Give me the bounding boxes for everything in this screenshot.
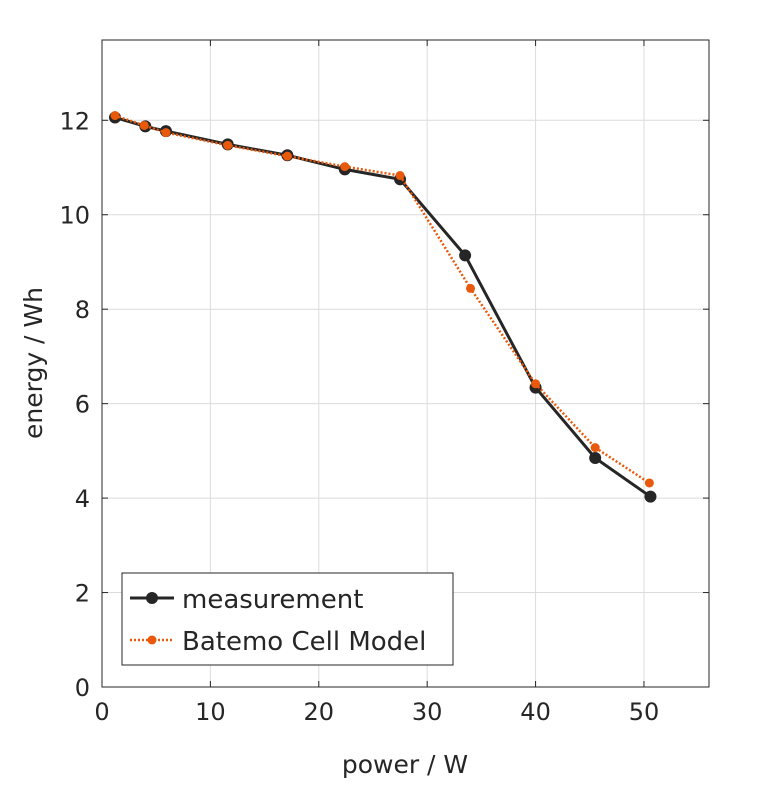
legend-box (121, 572, 454, 666)
series (109, 111, 657, 503)
x-tick-label: 30 (412, 698, 443, 726)
x-axis-label: power / W (342, 750, 468, 779)
data-point-1 (110, 111, 120, 121)
data-point-1 (282, 151, 292, 161)
x-tick-label: 20 (304, 698, 335, 726)
legend-marker-measurement (146, 592, 158, 604)
y-axis-label: energy / Wh (19, 287, 48, 439)
data-point-1 (223, 140, 233, 150)
data-point-1 (590, 443, 600, 453)
x-tick-label: 10 (195, 698, 226, 726)
legend-label-model: Batemo Cell Model (182, 627, 426, 657)
x-tick-label: 0 (94, 698, 109, 726)
data-point-1 (466, 283, 476, 293)
data-point-1 (139, 120, 149, 130)
data-point-1 (644, 478, 654, 488)
data-point-0 (589, 451, 602, 464)
y-tick-label: 0 (75, 674, 90, 702)
data-point-0 (644, 490, 657, 503)
plot-frame (101, 39, 710, 688)
y-tick-label: 4 (75, 485, 90, 513)
y-tick-label: 6 (75, 391, 90, 419)
grid (101, 40, 709, 688)
legend: measurement Batemo Cell Model (121, 572, 454, 666)
data-point-0 (459, 249, 472, 262)
y-tick-label: 12 (59, 107, 90, 135)
y-tick-label: 2 (75, 580, 90, 608)
y-tick-label: 8 (75, 296, 90, 324)
data-point-1 (531, 379, 541, 389)
series-line-1 (114, 114, 651, 485)
x-tick-label: 40 (520, 698, 551, 726)
ticks: 0 10 20 30 40 50 0 2 4 6 8 10 12 (59, 40, 709, 726)
data-point-1 (161, 128, 171, 138)
y-tick-label: 10 (59, 202, 90, 230)
legend-marker-model (147, 635, 157, 645)
data-point-1 (340, 162, 350, 172)
data-point-1 (395, 171, 405, 181)
series-line-0 (114, 116, 652, 498)
x-tick-label: 50 (629, 698, 660, 726)
legend-label-measurement: measurement (182, 585, 363, 615)
